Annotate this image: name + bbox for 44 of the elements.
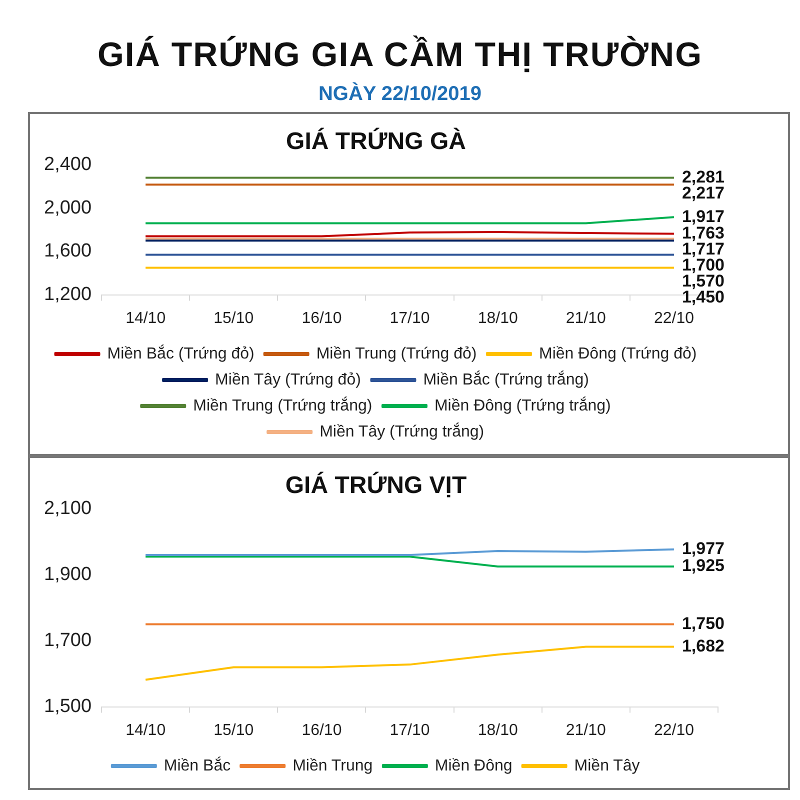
legend-label: Miền Tây (Trứng đỏ) <box>215 371 361 388</box>
legend-label: Miền Trung (Trứng đỏ) <box>316 345 477 362</box>
x-tick-label: 18/10 <box>478 722 518 739</box>
data-label: 1,682 <box>682 636 725 656</box>
text: NGÀY 22/10/2019 <box>317 83 483 106</box>
y-tick-label: 1,200 <box>44 284 92 306</box>
y-tick-label: 1,700 <box>44 630 92 652</box>
x-tick-label: 21/10 <box>566 310 606 327</box>
x-tick-label: 22/10 <box>654 310 694 327</box>
legend-label: Miền Đông (Trứng trắng) <box>434 396 611 414</box>
data-label: 1,750 <box>682 614 725 633</box>
x-tick-label: 15/10 <box>214 722 254 739</box>
legend-label: Miền Đông <box>434 757 512 774</box>
legend-label: Miền Bắc (Trứng đỏ) <box>107 344 254 362</box>
legend-label: Miền Tây <box>574 757 640 774</box>
chart-title: GIÁ TRỨNG VỊT <box>285 471 467 500</box>
x-tick-label: 16/10 <box>302 722 342 739</box>
y-tick-label: 2,100 <box>44 498 92 520</box>
y-tick-label: 1,600 <box>44 240 92 262</box>
data-label: 2,281 <box>682 167 725 186</box>
x-tick-label: 14/10 <box>126 722 166 739</box>
x-tick-label: 18/10 <box>478 310 518 327</box>
y-tick-label: 1,500 <box>44 696 92 718</box>
legend-label: Miền Đông (Trứng đỏ) <box>539 345 697 362</box>
data-label: 1,977 <box>682 539 725 558</box>
x-tick-label: 21/10 <box>566 722 606 739</box>
chart-title: GIÁ TRỨNG GÀ <box>286 127 466 156</box>
legend-label: Miền Bắc (Trứng trắng) <box>423 370 589 388</box>
x-tick-label: 17/10 <box>390 722 430 739</box>
text: GIÁ TRỨNG GIA CẦM THỊ TRƯỜNG <box>96 34 704 75</box>
y-tick-label: 2,400 <box>44 154 92 176</box>
x-tick-label: 22/10 <box>654 722 694 739</box>
x-tick-label: 14/10 <box>126 310 166 327</box>
y-tick-label: 1,900 <box>44 564 92 586</box>
x-tick-label: 16/10 <box>302 310 342 327</box>
legend-label: Miền Trung <box>292 757 373 774</box>
x-tick-label: 17/10 <box>390 310 430 327</box>
data-label: 1,917 <box>682 206 725 226</box>
x-tick-label: 15/10 <box>214 310 254 327</box>
legend-label: Miền Trung (Trứng trắng) <box>193 396 372 414</box>
data-label: 1,925 <box>682 556 725 576</box>
legend-label: Miền Tây (Trứng trắng) <box>320 422 484 440</box>
legend-label: Miền Bắc <box>164 756 231 774</box>
y-tick-label: 2,000 <box>44 197 92 218</box>
